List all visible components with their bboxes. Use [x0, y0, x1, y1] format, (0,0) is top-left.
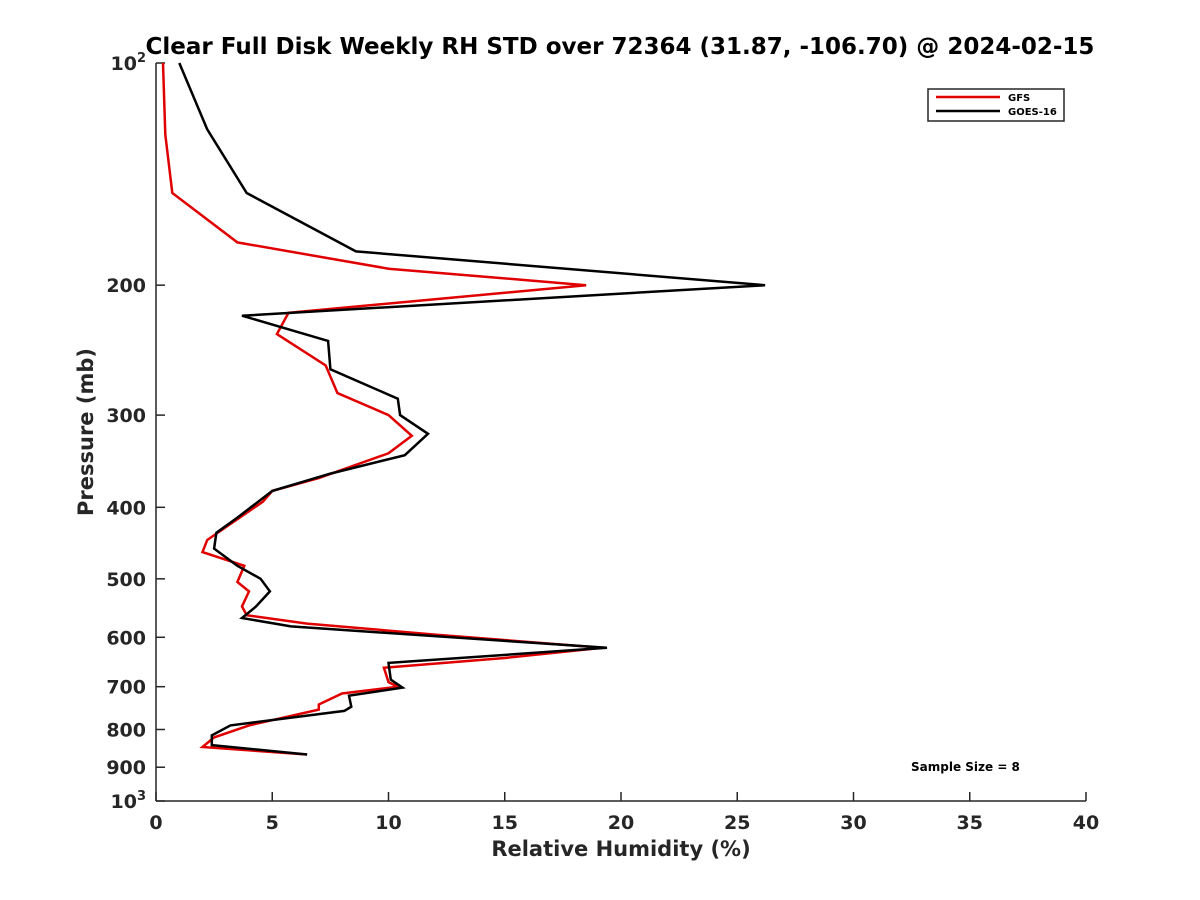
y-tick-label: 103 [111, 789, 147, 813]
legend: GFS GOES-16 [927, 88, 1065, 122]
x-tick-label: 5 [266, 812, 279, 834]
y-axis-ticks: 102 200 300 400 500 600 700 800 900 103 [106, 51, 165, 813]
y-tick-label: 700 [106, 677, 146, 699]
y-axis-label: Pressure (mb) [74, 348, 98, 516]
x-axis-label: Relative Humidity (%) [491, 837, 750, 861]
x-tick-label: 20 [608, 812, 634, 834]
sample-size-annotation: Sample Size = 8 [911, 760, 1020, 774]
x-tick-label: 10 [375, 812, 401, 834]
x-axis-ticks: 0 5 10 15 20 25 30 35 40 [149, 792, 1099, 834]
series-line-goes16 [178, 62, 766, 756]
x-tick-label: 0 [149, 812, 162, 834]
y-tick-label: 900 [106, 757, 146, 779]
y-tick-label: 300 [106, 405, 146, 427]
legend-label-gfs: GFS [1008, 93, 1030, 104]
y-tick-label: 500 [106, 569, 146, 591]
legend-label-goes16: GOES-16 [1008, 107, 1057, 118]
y-tick-label: 800 [106, 719, 146, 741]
y-tick-label: 200 [106, 275, 146, 297]
legend-box [927, 88, 1065, 122]
series-line-gfs [161, 62, 603, 756]
x-tick-label: 35 [957, 812, 983, 834]
x-tick-label: 15 [492, 812, 518, 834]
plot-axes [155, 63, 1086, 802]
chart-title: Clear Full Disk Weekly RH STD over 72364… [146, 34, 1095, 60]
y-tick-label: 102 [111, 51, 147, 75]
x-tick-label: 40 [1073, 812, 1099, 834]
x-tick-label: 25 [724, 812, 750, 834]
y-tick-label: 600 [106, 627, 146, 649]
series-lines [161, 62, 766, 756]
x-tick-label: 30 [840, 812, 866, 834]
y-tick-label: 400 [106, 497, 146, 519]
